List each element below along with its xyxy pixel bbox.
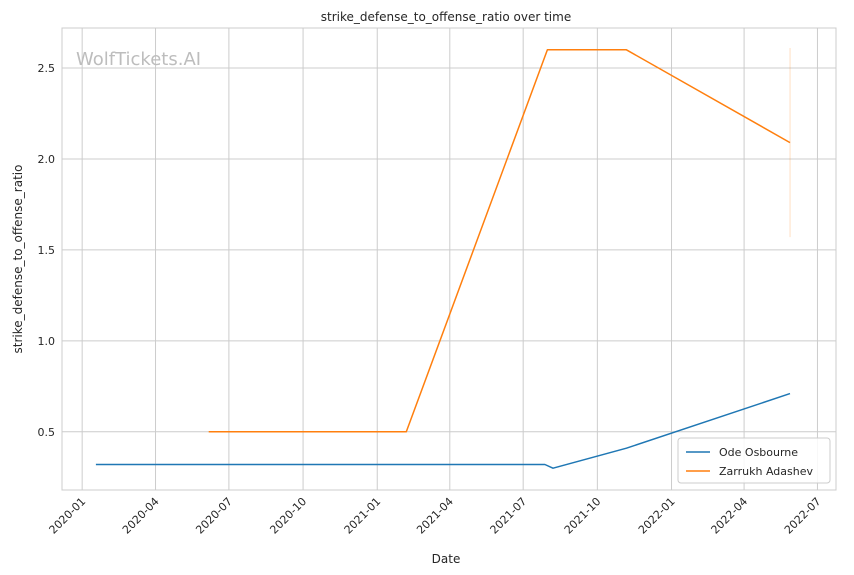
y-tick-label: 2.0 (38, 153, 56, 166)
x-tick-label: 2022-04 (709, 495, 751, 537)
grid-lines (62, 28, 836, 490)
legend-label-ode-osbourne: Ode Osbourne (719, 446, 798, 459)
x-tick-label: 2022-07 (782, 495, 824, 537)
x-tick-label: 2020-04 (120, 495, 162, 537)
y-tick-label: 1.0 (38, 335, 56, 348)
x-tick-label: 2020-07 (193, 495, 235, 537)
x-tick-label: 2022-01 (636, 495, 678, 537)
x-tick-label: 2020-01 (47, 495, 89, 537)
x-tick-labels: 2020-01 2020-04 2020-07 2020-10 2021-01 2021-… (47, 495, 824, 537)
y-tick-label: 0.5 (38, 426, 56, 439)
series-line-ode-osbourne (95, 392, 791, 469)
x-tick-label: 2021-04 (414, 495, 456, 537)
series-line-zarrukh-adashev (208, 49, 791, 433)
legend-box (677, 437, 831, 484)
y-tick-label: 1.5 (38, 244, 56, 257)
legend: Ode Osbourne Zarrukh Adashev (677, 437, 831, 484)
x-tick-label: 2021-10 (562, 495, 604, 537)
chart-title: strike_defense_to_offense_ratio over tim… (321, 10, 571, 24)
legend-label-zarrukh-adashev: Zarrukh Adashev (719, 465, 813, 478)
y-axis-title: strike_defense_to_offense_ratio (11, 165, 25, 354)
y-tick-label: 2.5 (38, 62, 56, 75)
x-tick-label: 2021-07 (488, 495, 530, 537)
x-tick-label: 2020-10 (267, 495, 309, 537)
x-axis-title: Date (432, 552, 461, 566)
plot-area (61, 27, 837, 491)
x-tick-label: 2021-01 (342, 495, 384, 537)
y-tick-labels: 0.5 1.0 1.5 2.0 2.5 (38, 62, 56, 439)
watermark: WolfTickets.AI (76, 49, 201, 70)
series-lines (95, 49, 791, 469)
